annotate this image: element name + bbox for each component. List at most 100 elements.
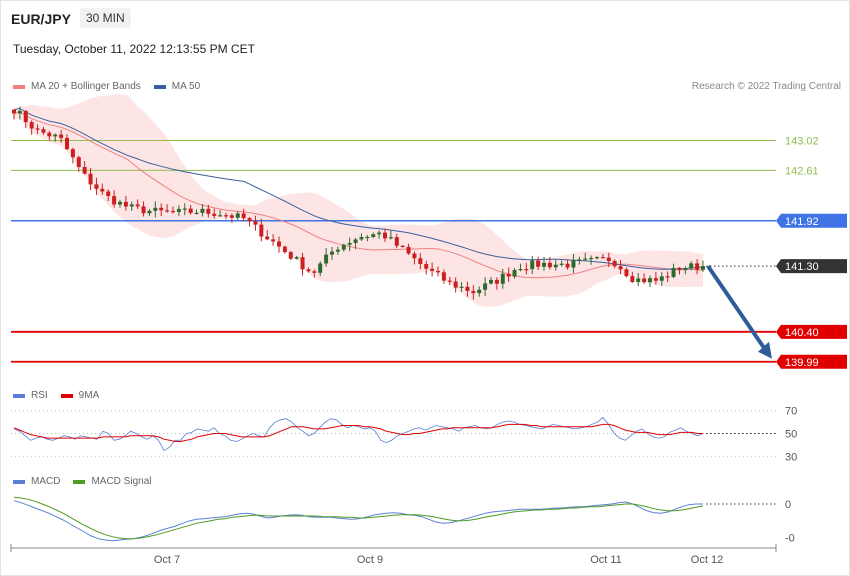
candle-body [253, 221, 258, 225]
candle-body [324, 254, 329, 264]
candle-body [453, 281, 458, 288]
candle-body [518, 269, 523, 271]
candle-body [23, 110, 28, 123]
ma20-line [13, 111, 704, 279]
candle-body [524, 269, 529, 271]
rsi-ma-swatch [60, 393, 73, 398]
candle-body [206, 208, 211, 214]
candle-body [471, 290, 476, 294]
chart-header: EUR/JPY 30 MIN [0, 0, 850, 38]
ma20-legend-label: MA 20 + Bollinger Bands [31, 81, 141, 92]
candle-body [618, 266, 623, 270]
macd-legend-label: MACD [31, 476, 61, 487]
candle-body [365, 236, 370, 239]
candle-body [318, 263, 323, 273]
candle-body [606, 257, 611, 262]
candle-body [589, 257, 594, 260]
candle-body [595, 257, 599, 259]
candle-body [147, 210, 152, 214]
candle-body [565, 263, 570, 268]
candle-body [47, 132, 52, 137]
candle-body [259, 224, 264, 237]
candle-body [70, 149, 75, 158]
macd-tick-1: -0 [785, 532, 795, 544]
x-tick-label-0: Oct 7 [154, 554, 180, 566]
candle-body [512, 269, 517, 277]
candle-body [29, 122, 34, 129]
candle-body [489, 279, 493, 284]
candle-body [600, 257, 605, 259]
candle-body [271, 239, 276, 242]
macd-tick-0: 0 [785, 499, 791, 511]
candle-body [330, 251, 334, 255]
timestamp: Tuesday, October 11, 2022 12:13:55 PM CE… [13, 42, 255, 56]
candle-body [65, 137, 69, 150]
candle-body [106, 191, 111, 197]
candle-body [553, 264, 558, 268]
candle-body [400, 245, 405, 247]
candle-body [559, 263, 564, 265]
candle-body [536, 260, 541, 267]
candle-body [35, 128, 40, 130]
candle-body [335, 249, 340, 252]
level-tag-139-99 [776, 354, 847, 369]
candle-body [312, 271, 317, 273]
candle-body [494, 279, 499, 284]
candle-body [459, 286, 464, 288]
candles [12, 106, 705, 300]
candle-body [41, 129, 46, 133]
ma50-swatch [153, 84, 166, 89]
candle-body [194, 212, 199, 215]
candle-body [677, 267, 682, 271]
candle-body [229, 215, 234, 218]
macd-swatch [13, 479, 25, 484]
candle-body [224, 215, 228, 217]
candle-body [347, 242, 352, 245]
candle-body [265, 236, 270, 240]
level-tag-141-30 [776, 259, 847, 274]
candle-body [424, 263, 429, 269]
candle-body [294, 257, 299, 259]
candle-body [683, 268, 688, 271]
candle-body [12, 109, 16, 114]
candle-body [624, 269, 629, 277]
level-label-141-92: 141.92 [785, 216, 819, 228]
candle-body [394, 237, 399, 246]
candle-body [530, 260, 535, 270]
candle-body [141, 206, 146, 214]
candle-body [701, 266, 705, 270]
timeframe-selector[interactable]: 30 MIN [80, 8, 131, 28]
level-label-139-99: 139.99 [785, 357, 819, 369]
candle-body [277, 241, 281, 247]
rsi-legend: RSI 9MA [13, 390, 99, 401]
rsi-line [13, 416, 704, 452]
candle-body [465, 286, 470, 291]
candle-body [165, 210, 170, 212]
rsi-swatch [13, 393, 25, 398]
ma20-swatch [13, 84, 25, 89]
candle-body [665, 276, 670, 278]
candle-body [371, 234, 376, 237]
candle-body [506, 273, 511, 277]
candle-body [447, 280, 452, 282]
x-tick-label-1: Oct 9 [357, 554, 383, 566]
rsi-ma-line [13, 423, 703, 442]
candle-body [159, 207, 164, 211]
candle-body [129, 204, 134, 207]
level-label-141-30: 141.30 [785, 261, 819, 273]
candle-body [418, 258, 423, 264]
candle-body [153, 207, 158, 211]
candle-body [659, 276, 664, 281]
candle-body [583, 258, 588, 260]
candle-body [377, 232, 382, 235]
ma50-line [13, 107, 704, 270]
ma50-legend-label: MA 50 [171, 81, 201, 92]
candle-body [542, 262, 546, 267]
level-label-140-40: 140.40 [785, 327, 819, 339]
candle-body [642, 278, 647, 283]
candle-body [612, 261, 617, 267]
candle-body [76, 157, 81, 168]
candle-body [118, 201, 122, 205]
candle-body [176, 208, 181, 212]
